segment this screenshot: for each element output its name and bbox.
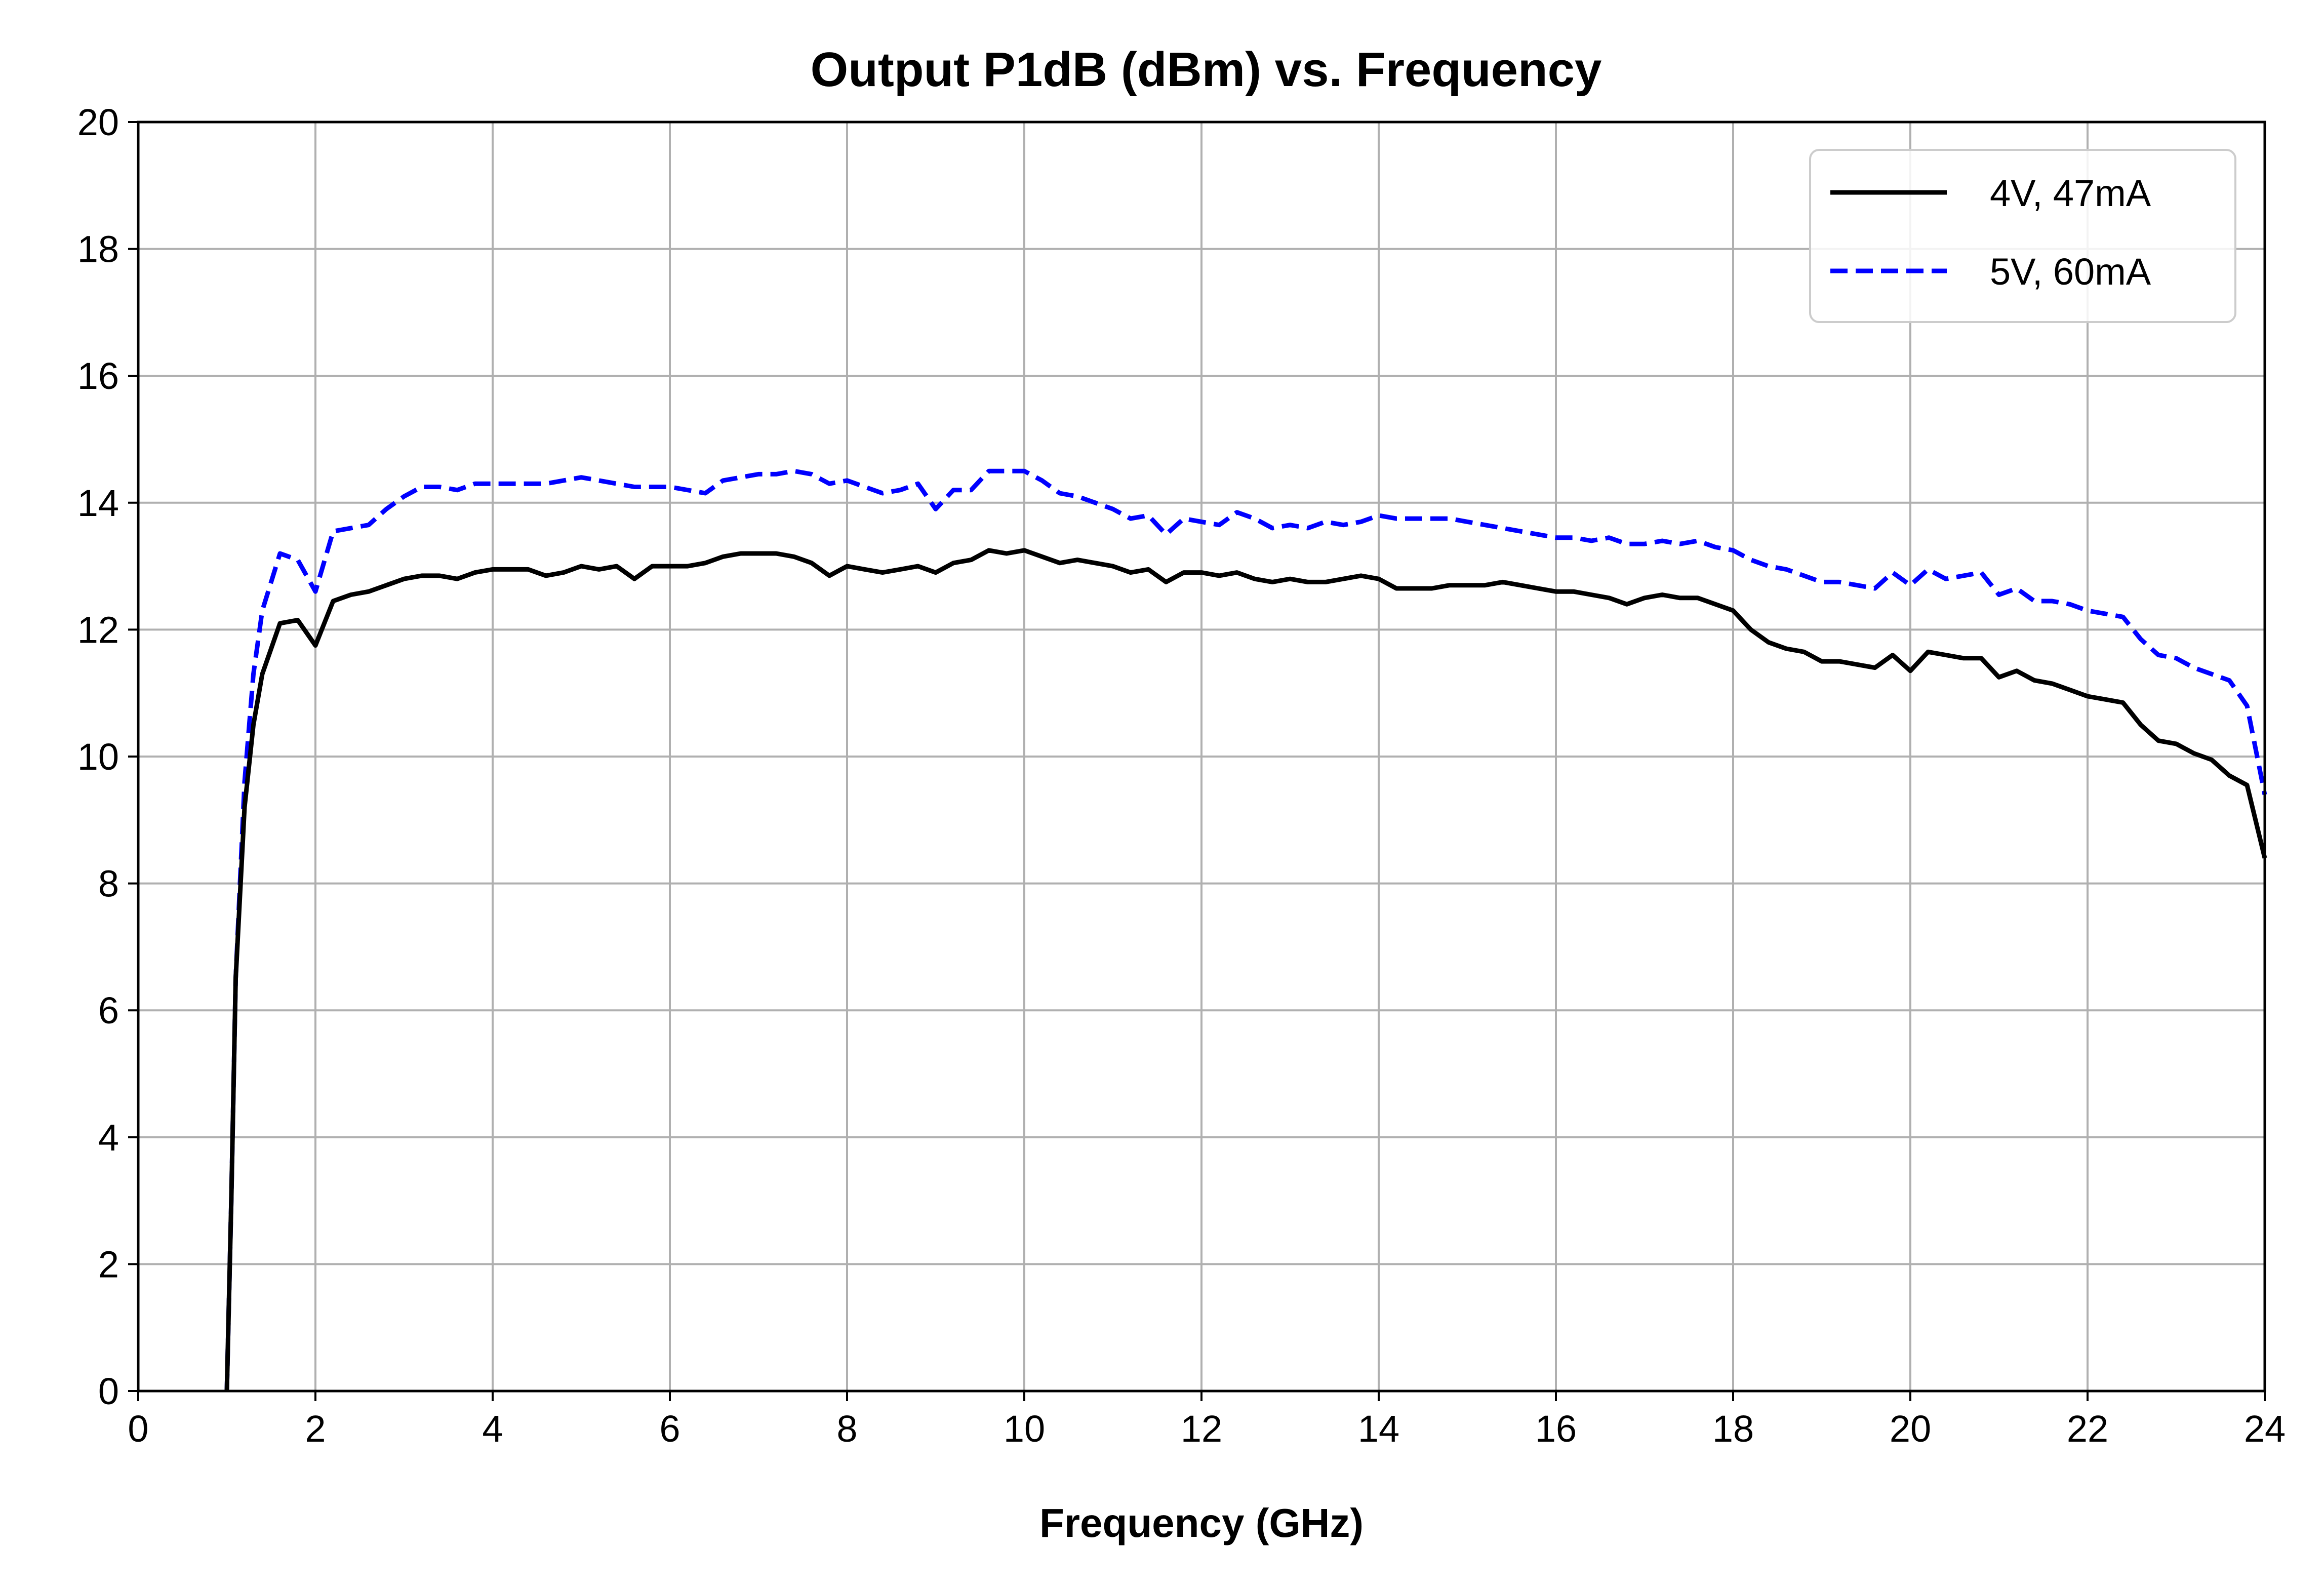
y-tick-label-7: 14 [77, 482, 119, 524]
x-tick-label-4: 8 [836, 1408, 857, 1450]
x-tick-label-12: 24 [2244, 1408, 2286, 1450]
x-tick-label-10: 20 [1890, 1408, 1931, 1450]
y-tick-label-1: 2 [98, 1243, 119, 1285]
legend: 4V, 47mA 5V, 60mA [1809, 149, 2236, 323]
x-tick-label-9: 18 [1712, 1408, 1754, 1450]
chart-title: Output P1dB (dBm) vs. Frequency [811, 43, 1602, 97]
y-tick-label-6: 12 [77, 609, 119, 651]
x-tick-label-1: 2 [305, 1408, 326, 1450]
x-tick-label-7: 14 [1358, 1408, 1399, 1450]
y-tick-label-2: 4 [98, 1117, 119, 1159]
series-line-1 [224, 468, 2267, 1392]
x-tick-label-11: 22 [2067, 1408, 2108, 1450]
x-tick-label-6: 12 [1181, 1408, 1222, 1450]
y-tick-label-5: 10 [77, 736, 119, 778]
y-tick-label-10: 20 [77, 101, 119, 143]
legend-label-1: 5V, 60mA [1990, 251, 2151, 293]
x-tick-label-2: 4 [482, 1408, 503, 1450]
x-axis-label: Frequency (GHz) [1039, 1500, 1364, 1545]
grid-layer [137, 121, 2266, 1392]
y-tick-label-8: 16 [77, 355, 119, 397]
y-tick-label-4: 8 [98, 863, 119, 905]
x-tick-label-0: 0 [128, 1408, 148, 1450]
series-line-0 [224, 548, 2267, 1392]
x-tick-label-5: 10 [1004, 1408, 1045, 1450]
legend-label-0: 4V, 47mA [1990, 172, 2151, 214]
x-tick-label-3: 6 [659, 1408, 680, 1450]
y-tick-label-3: 6 [98, 989, 119, 1031]
y-tick-label-0: 0 [98, 1370, 119, 1412]
x-tick-label-8: 16 [1535, 1408, 1577, 1450]
y-tick-label-9: 18 [77, 228, 119, 270]
series-layer [224, 468, 2267, 1392]
